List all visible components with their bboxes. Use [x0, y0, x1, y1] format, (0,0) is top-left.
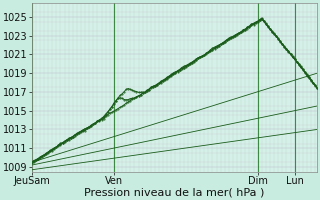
X-axis label: Pression niveau de la mer( hPa ): Pression niveau de la mer( hPa ): [84, 187, 265, 197]
